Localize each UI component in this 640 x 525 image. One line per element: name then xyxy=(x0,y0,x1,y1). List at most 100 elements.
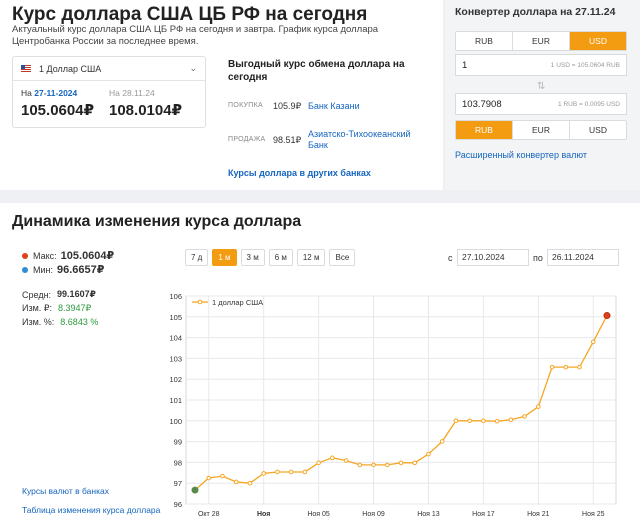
chevron-down-icon: ⌄ xyxy=(189,63,197,73)
period-6m[interactable]: 6 м xyxy=(268,249,293,266)
rate-table-link[interactable]: Таблица изменения курса доллара xyxy=(22,505,161,515)
amount-input[interactable]: 1 1 USD = 105.0604 RUB xyxy=(455,54,627,76)
data-point xyxy=(206,475,212,481)
data-point xyxy=(439,439,445,444)
data-point xyxy=(330,455,335,461)
advanced-converter-link[interactable]: Расширенный конвертер валют xyxy=(455,150,588,160)
data-point xyxy=(412,460,418,466)
buy-value: 105.9₽ xyxy=(273,101,302,111)
rate-line-chart: 96 97 98 99 100 101 102 103 104 105 106 Окт 28 Ноя Но… xyxy=(169,292,617,518)
sell-bank-link[interactable]: Азиатско-Тихоокеанский Банк xyxy=(308,129,411,150)
avg-stat: Средн: 99.1607₽ xyxy=(22,289,96,300)
dynamics-panel: Динамика изменения курса доллара Макс: 1… xyxy=(0,203,640,525)
data-point xyxy=(288,469,294,475)
y-tick-label: 98 xyxy=(174,458,182,467)
x-tick-label: Ноя xyxy=(257,511,270,518)
max-dot-icon xyxy=(22,252,28,259)
data-point xyxy=(220,473,225,479)
data-point xyxy=(384,462,390,468)
avg-value: 99.1607₽ xyxy=(57,289,96,299)
data-point xyxy=(247,480,253,486)
period-12m[interactable]: 12 м xyxy=(296,249,326,266)
currency-select[interactable]: 1 Доллар США ⌄ xyxy=(13,57,205,81)
data-point xyxy=(467,418,472,424)
x-tick-label: Ноя 21 xyxy=(527,511,550,518)
result-input[interactable]: 103.7908 1 RUB = 0.0095 USD xyxy=(455,93,627,115)
data-point xyxy=(191,486,199,494)
x-tick-label: Ноя 25 xyxy=(582,511,605,518)
us-flag-icon xyxy=(21,65,31,72)
y-tick-label: 102 xyxy=(169,375,182,384)
data-point xyxy=(603,312,611,320)
buy-bank-link[interactable]: Банк Казани xyxy=(308,101,360,111)
rates-panel: Курс доллара США ЦБ РФ на сегодня Актуал… xyxy=(0,0,443,190)
period-7d[interactable]: 7 д xyxy=(185,249,209,266)
period-selector: 7 д 1 м 3 м 6 м 12 м Все xyxy=(185,249,356,266)
x-tick-label: Ноя 17 xyxy=(472,511,495,518)
result-hint: 1 RUB = 0.0095 USD xyxy=(558,100,620,108)
legend-label: 1 доллар США xyxy=(212,298,263,307)
min-dot-icon xyxy=(22,266,28,273)
other-banks-link[interactable]: Курсы доллара в других банках xyxy=(228,168,371,178)
dynamics-title: Динамика изменения курса доллара xyxy=(12,213,302,230)
y-tick-label: 96 xyxy=(174,500,182,509)
avg-label: Средн: xyxy=(22,289,52,300)
to-tab-rub[interactable]: RUB xyxy=(456,121,513,139)
change-pct-stat: Изм. %: 8.6843 % xyxy=(22,317,98,327)
to-label: по xyxy=(533,253,543,263)
data-point xyxy=(522,414,527,419)
best-rate-title: Выгодный курс обмена доллара на сегодня xyxy=(228,59,405,83)
to-tab-eur[interactable]: EUR xyxy=(513,121,570,139)
tomorrow-date: На 28.11.24 xyxy=(109,88,155,98)
period-1m[interactable]: 1 м xyxy=(212,249,237,266)
currency-select-label: 1 Доллар США xyxy=(39,63,102,74)
buy-label: ПОКУПКА xyxy=(228,102,263,109)
rate-card: 1 Доллар США ⌄ На 27-11-2024 105.0604₽ Н… xyxy=(12,56,206,128)
from-date-input[interactable]: 27.10.2024 xyxy=(457,249,529,266)
from-tab-rub[interactable]: RUB xyxy=(456,32,513,50)
y-tick-label: 106 xyxy=(169,292,182,301)
from-tab-usd[interactable]: USD xyxy=(570,32,626,50)
data-point xyxy=(398,460,404,466)
y-tick-label: 99 xyxy=(174,438,182,447)
y-tick-label: 103 xyxy=(169,354,182,363)
period-all[interactable]: Все xyxy=(329,249,356,266)
change-pct-label: Изм. %: xyxy=(22,317,55,327)
today-value: 105.0604₽ xyxy=(21,102,95,119)
y-tick-label: 105 xyxy=(169,313,182,322)
to-date-input[interactable]: 26.11.2024 xyxy=(547,249,619,266)
data-point xyxy=(426,451,431,457)
swap-arrows-icon[interactable]: ⇅ xyxy=(537,81,546,92)
amount-hint: 1 USD = 105.0604 RUB xyxy=(550,61,620,69)
tomorrow-value: 108.0104₽ xyxy=(109,102,183,119)
legend-marker xyxy=(197,299,203,305)
sell-label: ПРОДАЖА xyxy=(228,136,266,143)
page-subtitle: Актуальный курс доллара США ЦБ РФ на сег… xyxy=(12,24,379,47)
y-tick-label: 101 xyxy=(169,396,182,405)
from-label: с xyxy=(448,253,453,263)
y-tick-label: 100 xyxy=(169,417,182,426)
to-tab-usd[interactable]: USD xyxy=(589,125,607,135)
y-tick-label: 97 xyxy=(174,479,182,488)
from-tab-eur[interactable]: EUR xyxy=(513,32,570,50)
to-currency-tabs: RUB EUR USD xyxy=(455,120,627,140)
change-rub-value: 8.3947₽ xyxy=(58,303,92,313)
today-rate: На 27-11-2024 105.0604₽ xyxy=(21,88,109,119)
data-point xyxy=(275,469,280,475)
period-3m[interactable]: 3 м xyxy=(240,249,265,266)
bank-rates-link[interactable]: Курсы валют в банках xyxy=(22,486,109,496)
y-tick-label: 104 xyxy=(169,334,182,343)
x-tick-label: Окт 28 xyxy=(198,511,220,518)
data-point xyxy=(536,404,541,409)
min-value: 96.6657₽ xyxy=(57,264,105,276)
today-prefix: На xyxy=(21,88,32,98)
max-stat: Макс: 105.0604₽ xyxy=(22,249,114,262)
min-stat: Мин: 96.6657₽ xyxy=(22,263,104,276)
from-currency-tabs: RUB EUR USD xyxy=(455,31,627,51)
page-title: Курс доллара США ЦБ РФ на сегодня xyxy=(12,4,368,25)
today-date: 27-11-2024 xyxy=(34,88,78,98)
max-label: Макс: xyxy=(33,250,57,261)
min-label: Мин: xyxy=(33,264,53,275)
data-point xyxy=(508,417,514,423)
data-point xyxy=(357,462,363,468)
